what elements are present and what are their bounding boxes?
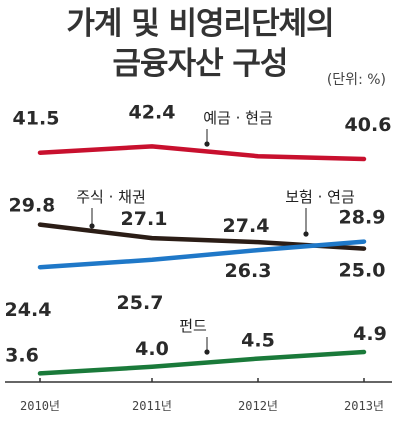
legend-label-2: 보험 · 연금 — [285, 188, 355, 206]
legend-dot-3 — [204, 349, 210, 355]
legend-dot-2 — [303, 231, 309, 237]
data-label-2-3: 28.9 — [339, 207, 386, 229]
data-label-0-1: 42.4 — [129, 101, 176, 123]
series-lines — [37, 144, 367, 376]
data-label-1-3: 25.0 — [339, 260, 386, 282]
series-line-0 — [37, 144, 367, 162]
legend-dot-1 — [89, 223, 95, 229]
chart-title-line-2: 금융자산 구성 — [112, 46, 289, 82]
legend-connectors — [89, 127, 309, 355]
data-label-3-0: 3.6 — [5, 344, 39, 366]
chart-title: 가계 및 비영리단체의 금융자산 구성 — [0, 4, 400, 84]
x-tick-label-3: 2013년 — [344, 399, 384, 413]
series-line-3 — [37, 349, 367, 376]
data-label-2-0: 24.4 — [5, 299, 52, 321]
data-label-3-3: 4.9 — [353, 323, 387, 345]
legend-label-bg-3 — [173, 315, 213, 337]
legend-label-0: 예금 · 현금 — [203, 109, 273, 127]
data-label-2-2: 27.4 — [223, 215, 270, 237]
data-label-1-2: 26.3 — [225, 260, 272, 282]
legend-label-bg-0 — [180, 107, 296, 129]
legend-label-3: 펀드 — [179, 317, 207, 335]
legend-label-bg-1 — [53, 186, 169, 208]
x-tick-label-0: 2010년 — [20, 399, 60, 413]
data-label-3-2: 4.5 — [241, 330, 275, 352]
series-line-2 — [37, 239, 367, 270]
x-tick-label-2: 2012년 — [238, 399, 278, 413]
legend-dot-0 — [204, 141, 210, 147]
legend-label-bg-2 — [262, 186, 378, 208]
data-label-3-1: 4.0 — [135, 338, 169, 360]
chart-title-line-1: 가계 및 비영리단체의 — [66, 6, 334, 42]
legend-label-1: 주식 · 채권 — [76, 188, 146, 206]
data-label-1-0: 29.8 — [9, 195, 56, 217]
unit-label: (단위: %) — [326, 72, 386, 88]
x-axis: 2010년 2011년 2012년 2013년 — [5, 378, 392, 413]
data-label-0-3: 40.6 — [345, 114, 392, 136]
data-label-2-1: 25.7 — [117, 292, 164, 314]
x-tick-label-1: 2011년 — [132, 399, 172, 413]
data-label-1-1: 27.1 — [121, 208, 168, 230]
data-label-0-0: 41.5 — [13, 108, 60, 130]
